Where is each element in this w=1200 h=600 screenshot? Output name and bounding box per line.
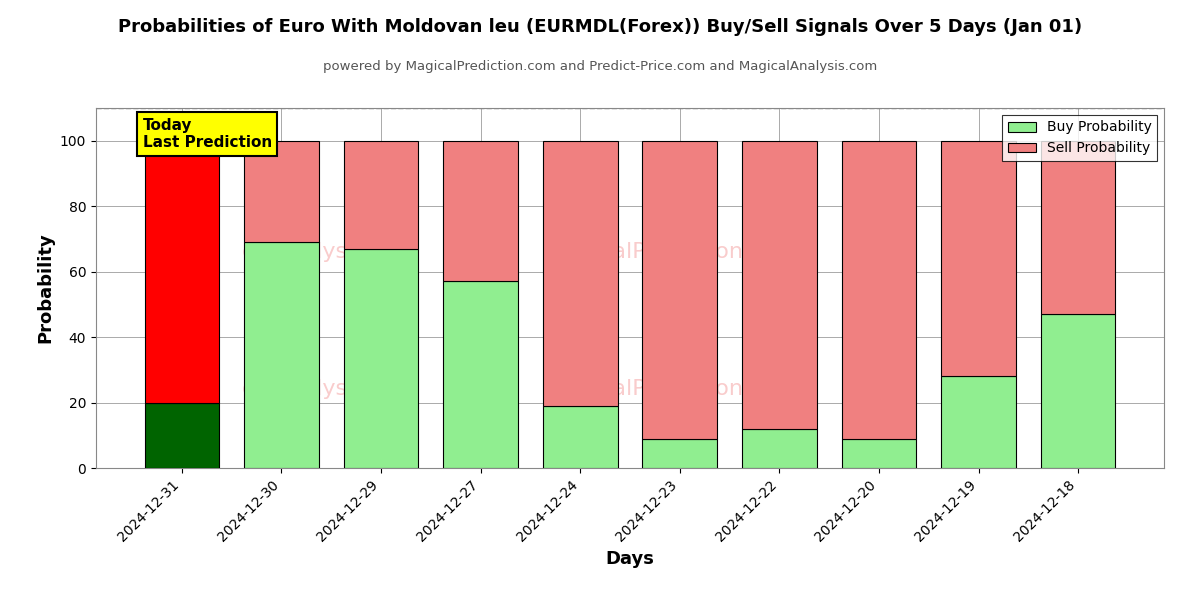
Bar bbox=[244, 141, 319, 242]
Bar bbox=[1040, 314, 1116, 468]
Text: MagicalPrediction.com: MagicalPrediction.com bbox=[547, 242, 798, 262]
Bar bbox=[443, 141, 518, 281]
Bar bbox=[144, 403, 220, 468]
Bar bbox=[941, 141, 1016, 376]
Text: calAnalysis.com: calAnalysis.com bbox=[241, 379, 420, 399]
Bar bbox=[642, 439, 718, 468]
Bar bbox=[244, 242, 319, 468]
Text: Probabilities of Euro With Moldovan leu (EURMDL(Forex)) Buy/Sell Signals Over 5 : Probabilities of Euro With Moldovan leu … bbox=[118, 18, 1082, 36]
Bar bbox=[542, 141, 618, 406]
Bar bbox=[343, 249, 419, 468]
Text: MagicalPrediction.com: MagicalPrediction.com bbox=[547, 379, 798, 399]
Bar bbox=[144, 141, 220, 403]
Text: calAnalysis.com: calAnalysis.com bbox=[241, 242, 420, 262]
Bar bbox=[742, 429, 817, 468]
X-axis label: Days: Days bbox=[606, 550, 654, 568]
Legend: Buy Probability, Sell Probability: Buy Probability, Sell Probability bbox=[1002, 115, 1157, 161]
Bar bbox=[742, 141, 817, 429]
Bar bbox=[841, 439, 917, 468]
Bar bbox=[841, 141, 917, 439]
Y-axis label: Probability: Probability bbox=[36, 233, 54, 343]
Bar bbox=[941, 376, 1016, 468]
Text: powered by MagicalPrediction.com and Predict-Price.com and MagicalAnalysis.com: powered by MagicalPrediction.com and Pre… bbox=[323, 60, 877, 73]
Bar bbox=[642, 141, 718, 439]
Text: Today
Last Prediction: Today Last Prediction bbox=[143, 118, 272, 150]
Bar bbox=[1040, 141, 1116, 314]
Bar bbox=[443, 281, 518, 468]
Bar bbox=[343, 141, 419, 249]
Bar bbox=[542, 406, 618, 468]
